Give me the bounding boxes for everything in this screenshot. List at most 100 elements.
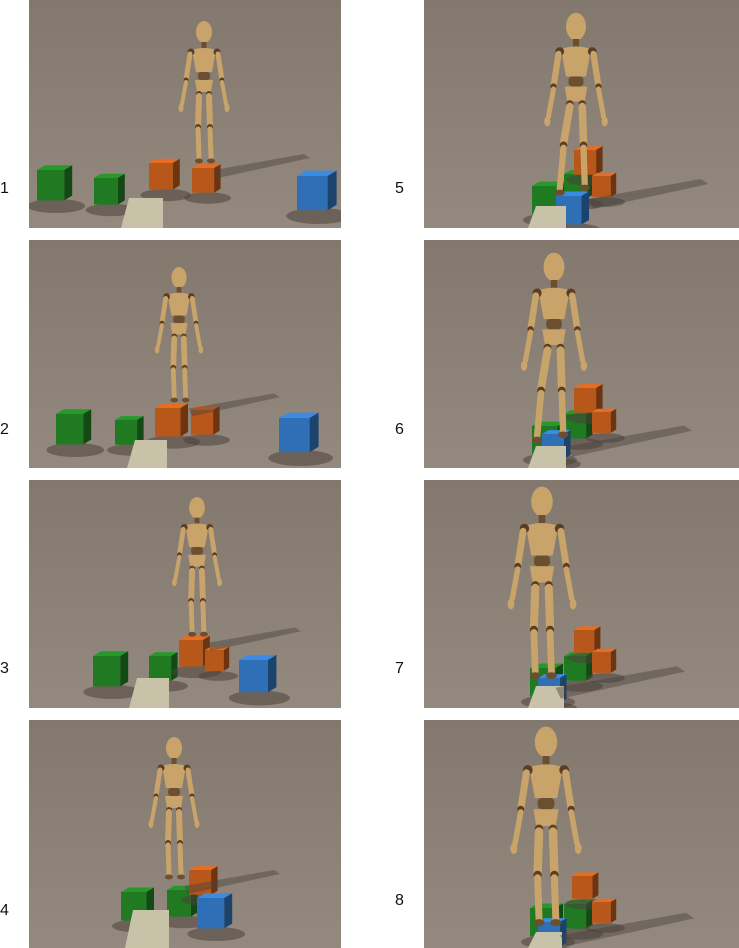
figure-hand: [601, 116, 608, 127]
render-panel-2: [29, 240, 341, 468]
cube-front: [279, 418, 310, 453]
cube-top: [179, 635, 210, 640]
figure-neck: [572, 39, 580, 47]
figure-shin: [530, 629, 539, 675]
figure-foot: [181, 397, 190, 403]
figure-upper-arm: [562, 769, 575, 813]
figure-hand: [172, 578, 177, 587]
figure-hand: [520, 360, 528, 371]
figure-chest: [525, 523, 559, 556]
cube-side: [211, 866, 218, 895]
figure-upper-arm: [185, 767, 195, 799]
figure-waist: [173, 315, 185, 324]
figure-thigh: [533, 827, 544, 878]
figure-hand: [217, 578, 222, 587]
cube-shadow: [183, 434, 231, 446]
figure-thigh: [206, 93, 213, 129]
cube-top: [191, 406, 220, 410]
figure-foot: [170, 397, 179, 403]
figure-forearm: [220, 80, 228, 106]
figure-foot: [529, 672, 541, 680]
panel-label-1: 1: [0, 180, 9, 197]
figure-pelvis: [195, 80, 213, 92]
cube-shadow: [585, 197, 625, 207]
wooden-mannequin: [510, 726, 695, 947]
figure-chest: [538, 287, 570, 319]
cube-top: [572, 872, 599, 876]
figure-waist: [533, 555, 551, 567]
scene-svg: [29, 480, 341, 708]
cube-front: [197, 898, 225, 929]
figure-forearm: [574, 329, 586, 364]
figure-forearm: [150, 796, 158, 822]
cube-blue: [268, 412, 333, 466]
figure-shin: [188, 600, 195, 634]
figure-upper-arm: [527, 292, 540, 333]
figure-thigh: [529, 583, 540, 633]
figure-upper-arm: [208, 526, 218, 558]
cube-front: [56, 414, 84, 445]
figure-chest: [561, 46, 591, 77]
cube-front: [239, 660, 268, 693]
cube-top: [297, 170, 337, 176]
cube-front: [167, 890, 191, 917]
render-panel-5: [424, 0, 739, 228]
figure-forearm: [563, 566, 575, 602]
figure-pelvis: [542, 329, 566, 345]
cube-side: [180, 403, 188, 437]
cube-top: [56, 409, 92, 414]
cube-shadow: [556, 680, 603, 692]
figure-shadow: [188, 393, 280, 417]
cube-top: [37, 165, 73, 170]
figure-foot: [550, 919, 562, 927]
cube-side: [610, 648, 617, 673]
figure-waist: [568, 76, 584, 87]
figure-chest: [162, 764, 186, 788]
cube-shadow: [187, 926, 245, 942]
figure-head: [534, 726, 558, 758]
figure-waist: [198, 72, 210, 80]
cube-side: [223, 646, 230, 671]
figure-foot: [195, 158, 203, 164]
render-panel-8: [424, 720, 739, 948]
panel-label-6: 6: [395, 421, 404, 438]
cube-orange: [585, 648, 625, 683]
figure-foot: [554, 189, 565, 196]
figure-shin: [580, 144, 588, 188]
figure-foot: [199, 631, 208, 637]
figure-thigh: [165, 809, 172, 845]
figure-foot: [546, 672, 557, 680]
cube-front: [592, 412, 611, 433]
figure-upper-arm: [176, 526, 186, 558]
figure-hand: [569, 598, 577, 610]
wooden-mannequin: [507, 486, 686, 699]
cube-green: [83, 651, 141, 700]
figure-shadow: [588, 179, 709, 209]
cube-top: [121, 887, 154, 892]
cube-orange: [183, 406, 231, 446]
cube-blue: [187, 893, 245, 942]
figure-forearm: [173, 554, 182, 581]
figure-foot: [165, 874, 173, 880]
figure-shadow: [184, 870, 280, 894]
cube-side: [64, 165, 73, 201]
cube-top: [574, 626, 601, 630]
cube-side: [117, 173, 125, 205]
figure-hand: [507, 598, 515, 610]
cube-front: [592, 902, 611, 923]
figure-pelvis: [533, 809, 559, 826]
figure-shin: [170, 367, 177, 400]
render-panel-1: [29, 0, 341, 228]
cube-shadow: [585, 923, 625, 933]
figure-head: [171, 267, 187, 288]
scene-svg: [29, 0, 341, 228]
cube-side: [137, 416, 144, 445]
figure-thigh: [556, 346, 566, 394]
figure-forearm: [156, 323, 164, 348]
ramp-block: [121, 198, 163, 228]
figure-chest: [185, 523, 209, 547]
cube-top: [532, 181, 565, 186]
render-panel-6: [424, 240, 739, 468]
cube-orange: [585, 172, 625, 207]
figure-upper-arm: [514, 527, 527, 570]
